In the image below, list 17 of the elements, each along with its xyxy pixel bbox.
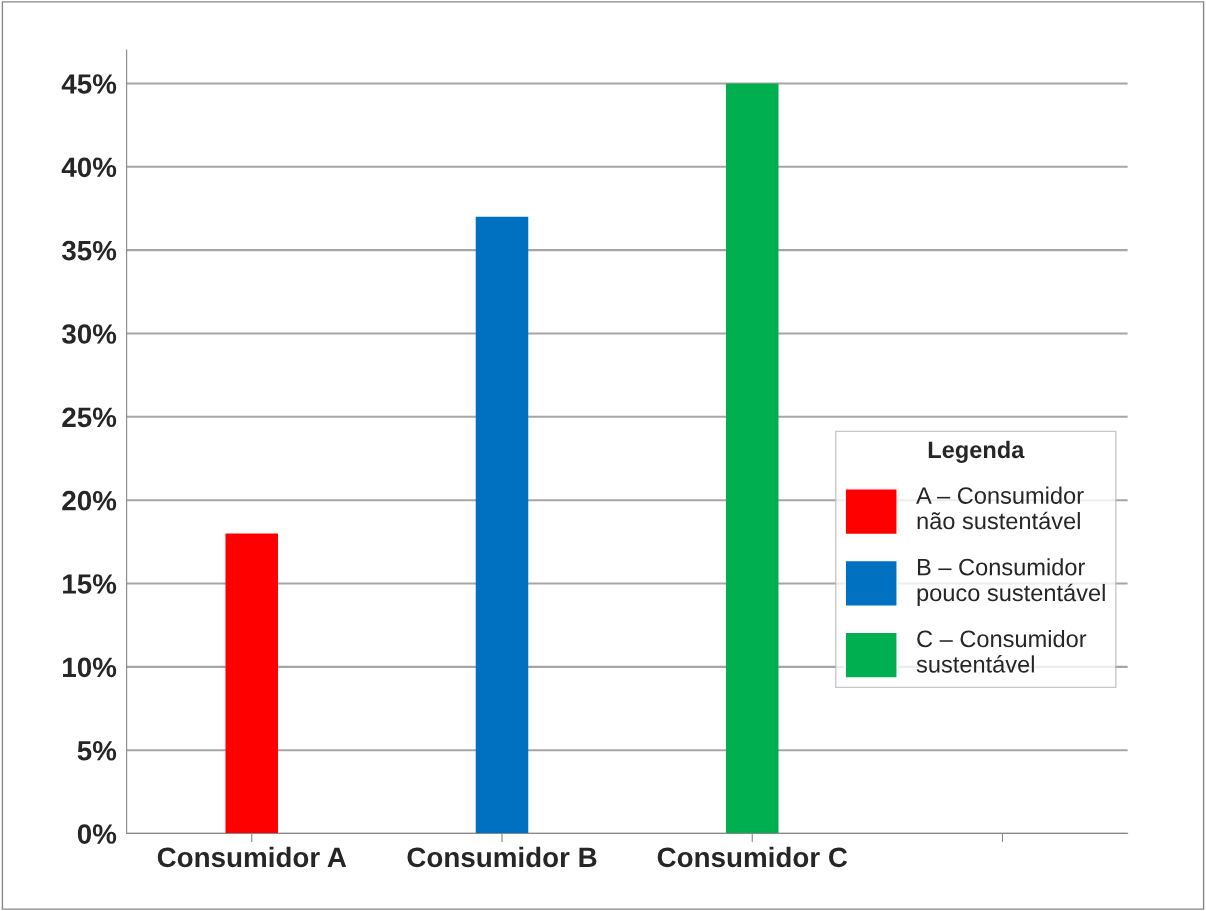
x-tick-label: Consumidor A	[157, 846, 347, 868]
x-tick-label: Consumidor B	[407, 846, 597, 868]
y-tick-label: 30%	[61, 324, 117, 344]
y-tick-label: 5%	[77, 740, 117, 761]
legend-label: B – Consumidor pouco sustentável	[917, 558, 1105, 606]
y-tick-label: 35%	[61, 240, 117, 261]
y-tick-label: 20%	[62, 490, 117, 511]
legend-title: Legenda	[928, 440, 1025, 463]
y-tick-label: 40%	[61, 157, 117, 178]
y-tick-label: 10%	[63, 657, 117, 678]
y-tick-label: 45%	[61, 74, 117, 94]
legend-label: A – Consumidor não sustentável	[916, 486, 1084, 530]
y-tick-label: 25%	[62, 407, 117, 428]
legend-label: C – Consumidor sustentável	[916, 629, 1087, 673]
x-tick-label: Consumidor C	[657, 846, 848, 868]
y-tick-label: 15%	[63, 574, 117, 594]
y-tick-label: 0%	[77, 824, 117, 844]
